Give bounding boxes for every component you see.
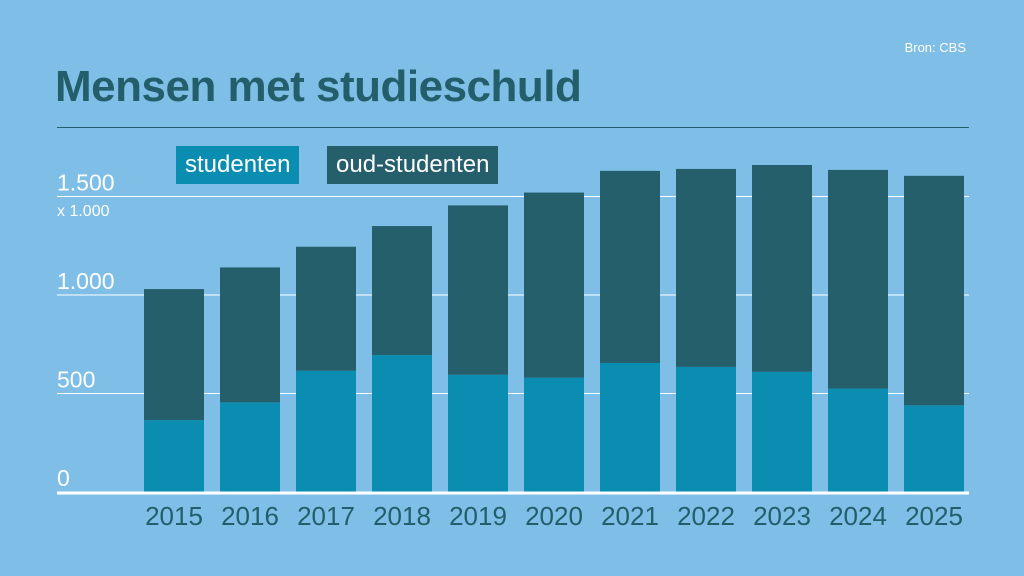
bar-oud-studenten <box>752 164 812 372</box>
bar-studenten <box>448 374 508 492</box>
x-tick-label: 2016 <box>221 501 279 531</box>
bar-oud-studenten <box>296 246 356 371</box>
bar-oud-studenten <box>524 192 584 378</box>
bar-studenten <box>296 370 356 492</box>
chart-title: Mensen met studieschuld <box>55 62 582 111</box>
bar-studenten <box>904 405 964 492</box>
bar-studenten <box>372 355 432 492</box>
x-tick-label: 2018 <box>373 501 431 531</box>
x-tick-label: 2025 <box>905 501 963 531</box>
y-axis-unit-label: x 1.000 <box>57 203 110 220</box>
x-tick-label: 2022 <box>677 501 735 531</box>
legend-oud-studenten: oud-studenten <box>327 146 499 184</box>
title-divider <box>57 127 969 128</box>
x-tick-label: 2020 <box>525 501 583 531</box>
bar-studenten <box>752 371 812 492</box>
x-tick-label: 2024 <box>829 501 887 531</box>
bar-oud-studenten <box>448 205 508 375</box>
x-tick-label: 2023 <box>753 501 811 531</box>
y-tick-label: 500 <box>57 367 95 393</box>
bar-oud-studenten <box>904 175 964 406</box>
y-tick-label: 1.500 <box>57 170 115 196</box>
bar-studenten <box>828 388 888 492</box>
bar-oud-studenten <box>372 226 432 356</box>
x-tick-label: 2021 <box>601 501 659 531</box>
bar-studenten <box>600 362 660 492</box>
bar-oud-studenten <box>828 169 888 389</box>
y-tick-label: 1.000 <box>57 268 115 294</box>
legend-studenten: studenten <box>176 146 300 184</box>
y-tick-label: 0 <box>57 465 70 491</box>
bar-oud-studenten <box>676 168 736 367</box>
bar-oud-studenten <box>600 170 660 363</box>
source-label: Bron: CBS <box>904 40 966 55</box>
bar-studenten <box>144 420 204 492</box>
x-tick-label: 2019 <box>449 501 507 531</box>
bar-oud-studenten <box>220 267 280 403</box>
bar-studenten <box>220 402 280 492</box>
bar-oud-studenten <box>144 289 204 421</box>
x-tick-label: 2015 <box>145 501 203 531</box>
bar-studenten <box>676 366 736 492</box>
bar-studenten <box>524 377 584 492</box>
x-tick-label: 2017 <box>297 501 355 531</box>
